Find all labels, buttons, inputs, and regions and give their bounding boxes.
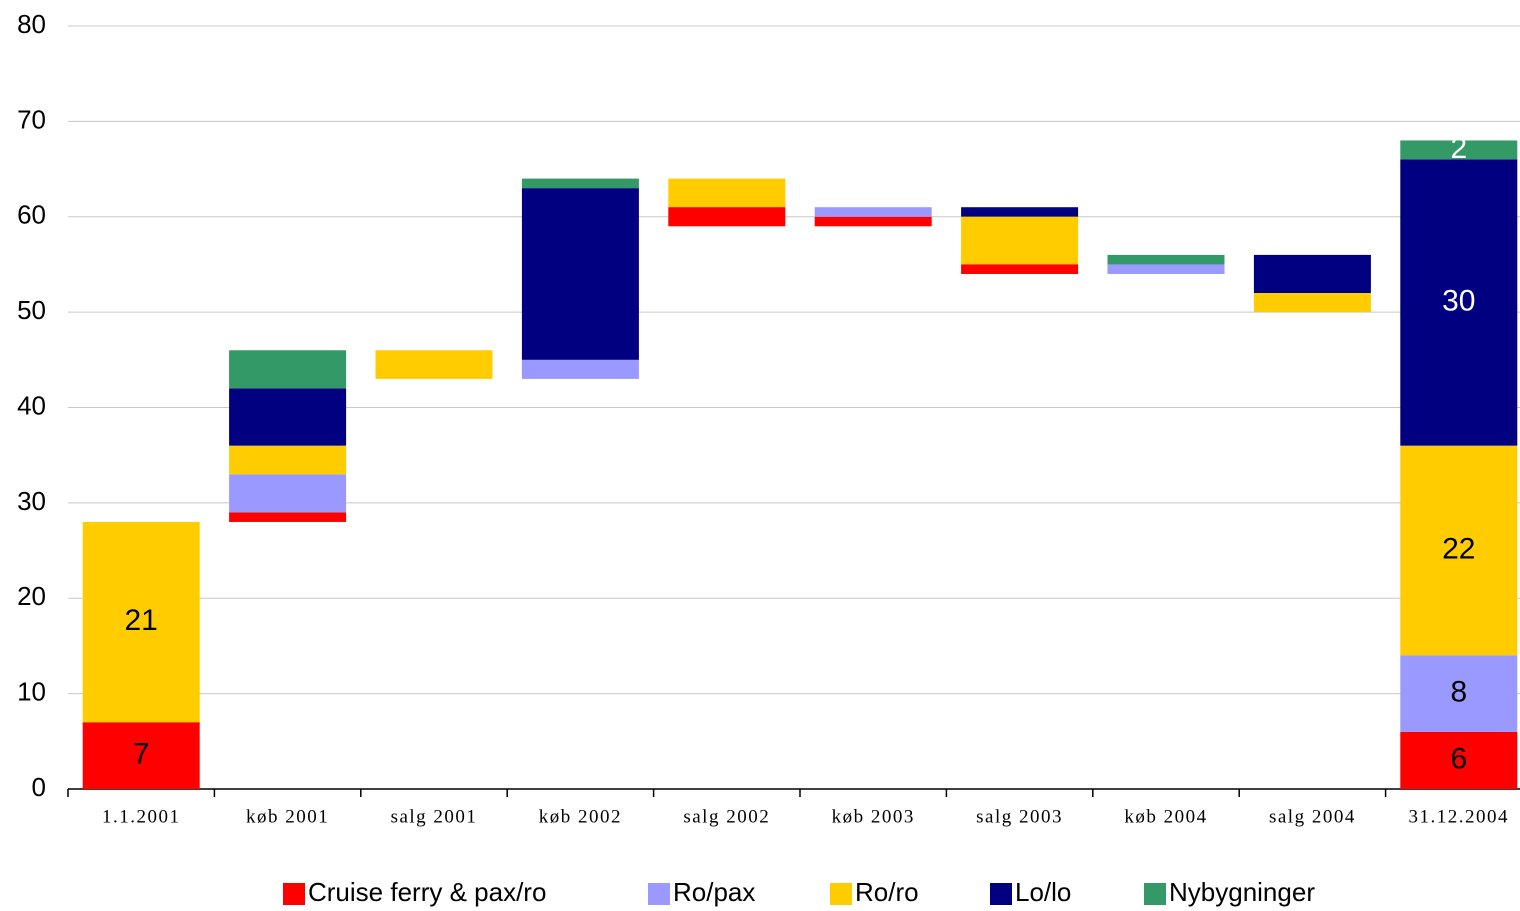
y-tick-label: 30 [17, 486, 46, 516]
bar-segment [82, 521, 200, 723]
y-tick-label: 60 [17, 200, 46, 230]
bar-segment [1253, 254, 1371, 294]
legend-label: Cruise ferry & pax/ro [308, 877, 546, 907]
bar-segment [229, 512, 347, 522]
bar-segment [1107, 264, 1225, 274]
x-tick-label: salg 2002 [683, 806, 770, 827]
legend-swatch [830, 883, 852, 905]
bar-segment [229, 388, 347, 446]
bar-segment [375, 350, 493, 379]
x-tick-label: køb 2003 [832, 806, 915, 827]
bar-segment [1400, 140, 1518, 160]
legend-label: Lo/lo [1015, 877, 1071, 907]
legend-label: Ro/ro [855, 877, 919, 907]
bar-segment [1400, 731, 1518, 789]
y-tick-label: 40 [17, 390, 46, 420]
legend-swatch [990, 883, 1012, 905]
x-tick-label: salg 2004 [1269, 806, 1356, 827]
y-tick-label: 10 [17, 677, 46, 707]
legend-label: Ro/pax [673, 877, 755, 907]
y-tick-label: 70 [17, 104, 46, 134]
data-label: 21 [125, 604, 158, 637]
bar-segment [1107, 254, 1225, 265]
bar-segment [961, 207, 1079, 217]
x-tick-label: 31.12.2004 [1409, 806, 1510, 827]
bar-segment [521, 359, 639, 379]
data-label: 2 [1450, 132, 1467, 165]
bar-segment [521, 178, 639, 189]
bar-segment [1400, 655, 1518, 732]
legend-swatch [1144, 883, 1166, 905]
bar-segment [1253, 293, 1371, 313]
data-label: 22 [1442, 532, 1475, 565]
y-tick-label: 0 [32, 772, 46, 802]
legend-swatch [283, 883, 305, 905]
bar-segment [521, 188, 639, 360]
y-tick-label: 50 [17, 295, 46, 325]
y-tick-label: 80 [17, 9, 46, 39]
data-label: 30 [1442, 285, 1475, 318]
bar-segment [961, 216, 1079, 265]
bar-segment [668, 178, 786, 208]
bar-segment [82, 722, 200, 789]
x-tick-label: køb 2002 [539, 806, 622, 827]
bar-segment [961, 264, 1079, 274]
legend-swatch [648, 883, 670, 905]
x-tick-label: køb 2004 [1124, 806, 1207, 827]
legend-label: Nybygninger [1169, 877, 1315, 907]
x-tick-label: 1.1.2001 [102, 806, 181, 827]
data-label: 7 [133, 738, 150, 771]
bar-segment [668, 207, 786, 227]
bar-segment [229, 474, 347, 513]
x-tick-label: salg 2001 [391, 806, 478, 827]
bar-segment [229, 445, 347, 475]
bar-segment [1400, 159, 1518, 446]
data-label: 6 [1450, 742, 1467, 775]
bar-segment [814, 216, 932, 227]
data-label: 8 [1450, 676, 1467, 709]
x-tick-label: salg 2003 [976, 806, 1063, 827]
bar-segment [1400, 445, 1518, 656]
bar-segment [229, 350, 347, 389]
x-tick-label: køb 2001 [246, 806, 329, 827]
bar-segment [814, 207, 932, 217]
y-tick-label: 20 [17, 581, 46, 611]
